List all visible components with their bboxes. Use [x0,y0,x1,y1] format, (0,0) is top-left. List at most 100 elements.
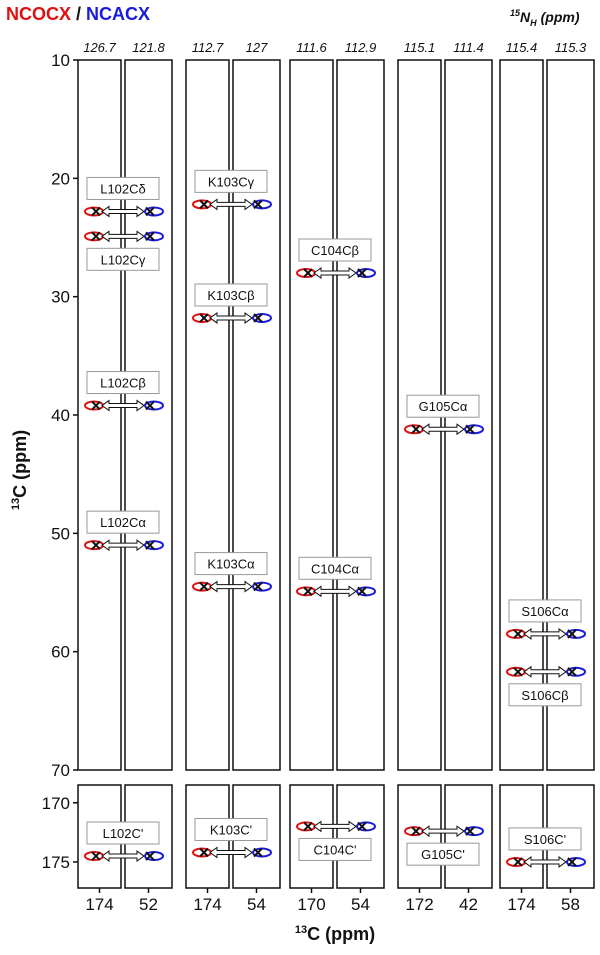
peak-cross [253,199,263,210]
x-tick-label: 52 [139,895,158,914]
peak-pair: S106Cβ [506,665,586,707]
peak-label: C104Cα [311,561,359,576]
peak-cross [465,424,475,434]
sub: H [530,18,537,28]
legend-entry: NCACX [86,4,150,24]
peak-cross [253,581,263,592]
n-shift-label: 115.3 [555,40,587,55]
correlation-arrow [523,665,567,678]
peak-cross [145,206,155,217]
peak-cross [145,851,155,861]
peak-pair: L102C' [84,821,164,863]
y2-tick-label: 170 [42,794,70,813]
chart-title: NCOCX / NCACX [6,4,150,24]
peak-cross [91,851,101,861]
y-tick-label: 50 [51,524,70,543]
x-tick-label: 174 [85,895,113,914]
peak-cross [303,268,313,278]
correlation-arrow [313,585,357,598]
sup: 13 [295,924,307,936]
label-box [298,238,372,262]
label-box [298,556,372,580]
correlation-arrow [523,627,567,640]
main: C (ppm) [307,924,375,944]
strip-frame [397,784,442,889]
peak-cross [253,313,263,323]
strip-frame [77,59,122,771]
title-separator: / [76,4,81,24]
label-box [194,552,268,576]
peak-label: K103Cβ [207,288,254,303]
peak-pair: K103Cα [192,552,272,593]
peak-pair: L102Cα [84,510,164,552]
correlation-arrow [209,311,253,324]
peak-cross [357,586,367,597]
x-tick-label: 58 [561,895,580,914]
peak-cross [199,199,209,210]
label-box [406,394,480,418]
peak-cross [91,540,101,550]
peak-cross [513,629,523,639]
strip-frame [336,59,385,771]
correlation-arrow [101,399,145,412]
correlation-arrow [523,855,567,868]
n-shift-label: 127 [246,40,268,55]
peak-cross [357,821,367,832]
peak-cross [303,586,313,597]
sup: 15 [510,8,521,18]
y-tick-label: 30 [51,288,70,307]
peak-pair: C104C' [296,820,376,861]
peak-cross [91,400,101,411]
x-tick-label: 174 [193,895,221,914]
peak-cross [567,857,577,867]
strip-frame [185,59,230,771]
peak-pair: K103C' [192,817,272,859]
x-tick-label: 174 [507,895,535,914]
peak-label: S106Cβ [521,688,568,703]
n-shift-label: 112.7 [192,40,224,55]
correlation-arrow [101,850,145,863]
peak-cross [199,847,209,858]
label-box [86,371,160,395]
peak-cross [567,667,577,677]
peak-label: G105Cα [419,399,468,414]
peak-cross [145,540,155,550]
correlation-arrow [421,825,465,838]
x-tick-label: 54 [351,895,370,914]
peak-cross [411,424,421,434]
n-axis-label: 15NH (ppm) [510,8,580,28]
peak-cross [253,847,263,858]
correlation-arrow [209,580,253,593]
unit: (ppm) [541,9,580,25]
peak-cross [357,268,367,278]
peak-cross [567,629,577,639]
label-box [508,683,582,707]
strip-frame [289,784,334,889]
x-tick-label: 170 [297,895,325,914]
peak-cross [199,581,209,592]
correlation-arrow [209,846,253,859]
peak-cross [145,231,155,242]
n-shift-label: 126.7 [83,40,116,55]
peak-label: C104C' [314,842,357,857]
legend-entry: NCOCX [6,4,71,24]
label-box [194,817,268,841]
strip-frame [124,59,173,771]
label-box [298,837,372,861]
peak-label: L102C' [103,826,144,841]
correlation-arrow [313,820,357,833]
main: C (ppm) [10,430,30,498]
peak-pair: L102Cγ [84,230,164,271]
peak-cross [145,400,155,411]
label-box [508,599,582,623]
x-axis-label: 13C (ppm) [295,924,375,944]
strip-frame [336,784,385,889]
y2-tick-label: 175 [42,853,70,872]
strip-frame [444,784,493,889]
correlation-arrow [101,539,145,552]
n-shift-label: 115.4 [506,40,538,55]
peak-pair: L102Cδ [84,176,164,218]
peak-pair: G105Cα [404,394,484,436]
